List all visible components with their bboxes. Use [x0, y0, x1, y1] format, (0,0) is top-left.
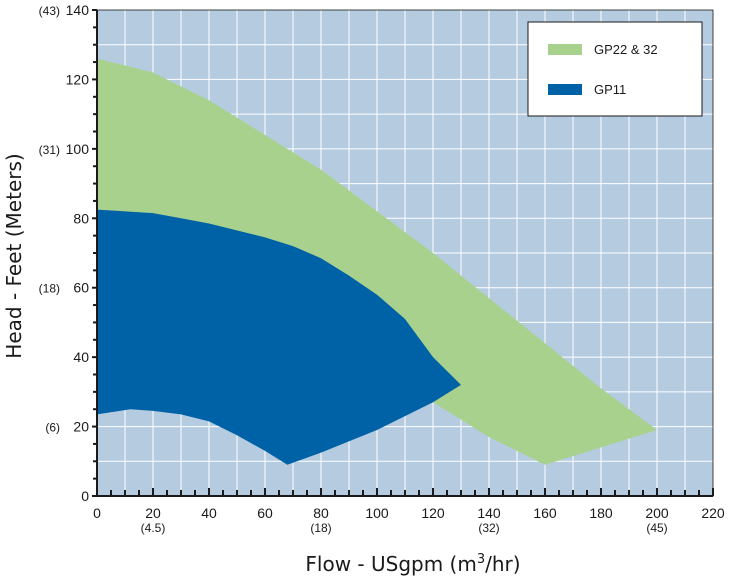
y-tick-label: 140: [66, 2, 90, 18]
x-tick-label: 40: [201, 505, 217, 521]
y-secondary-label: (43): [39, 4, 60, 18]
legend-swatch: [548, 44, 582, 55]
x-tick-label: 220: [701, 505, 725, 521]
x-tick-label: 140: [477, 505, 501, 521]
x-secondary-label: (32): [478, 521, 499, 535]
x-axis-title-tail: /hr): [485, 552, 520, 576]
x-tick-label: 20: [145, 505, 161, 521]
x-tick-label: 0: [93, 505, 101, 521]
x-tick-label: 80: [313, 505, 329, 521]
x-tick-label: 120: [421, 505, 445, 521]
x-secondary-label: (45): [646, 521, 667, 535]
x-secondary-label: (4.5): [141, 521, 166, 535]
x-axis-title: Flow - USgpm (m3/hr): [305, 552, 520, 576]
series-area-gp22-32: [97, 58, 657, 465]
x-tick-label: 200: [645, 505, 669, 521]
y-secondary-label: (31): [39, 143, 60, 157]
x-tick-label: 60: [257, 505, 273, 521]
x-tick-label: 180: [589, 505, 613, 521]
series-area-gp11: [97, 209, 461, 465]
legend-label: GP22 & 32: [594, 42, 658, 57]
x-axis-title-superscript: 3: [477, 552, 485, 567]
legend-swatch: [548, 84, 582, 95]
x-secondary-label: (18): [310, 521, 331, 535]
y-axis-title: Head - Feet (Meters): [2, 153, 26, 358]
y-tick-label: 60: [73, 280, 89, 296]
x-tick-label: 100: [365, 505, 389, 521]
y-axis: 0 20 40 60 80 100 120 140 (6) (18) (31) (43): [39, 2, 98, 504]
y-secondary-label: (18): [39, 282, 60, 296]
y-tick-label: 20: [73, 419, 89, 435]
y-tick-label: 120: [66, 71, 90, 87]
legend-label: GP11: [594, 82, 626, 97]
legend-box: [527, 21, 703, 117]
x-axis: 0 20 40 60 80 100 120 140 160 180 200 220 (4.5) (18) (…: [93, 488, 725, 535]
y-tick-label: 40: [73, 349, 89, 365]
y-tick-label: 80: [73, 210, 89, 226]
legend: GP22 & 32 GP11: [527, 21, 703, 117]
y-tick-label: 0: [81, 488, 89, 504]
y-tick-label: 100: [66, 141, 90, 157]
y-secondary-label: (6): [45, 421, 60, 435]
x-tick-label: 160: [533, 505, 557, 521]
x-axis-title-main: Flow - USgpm (m: [305, 552, 476, 576]
